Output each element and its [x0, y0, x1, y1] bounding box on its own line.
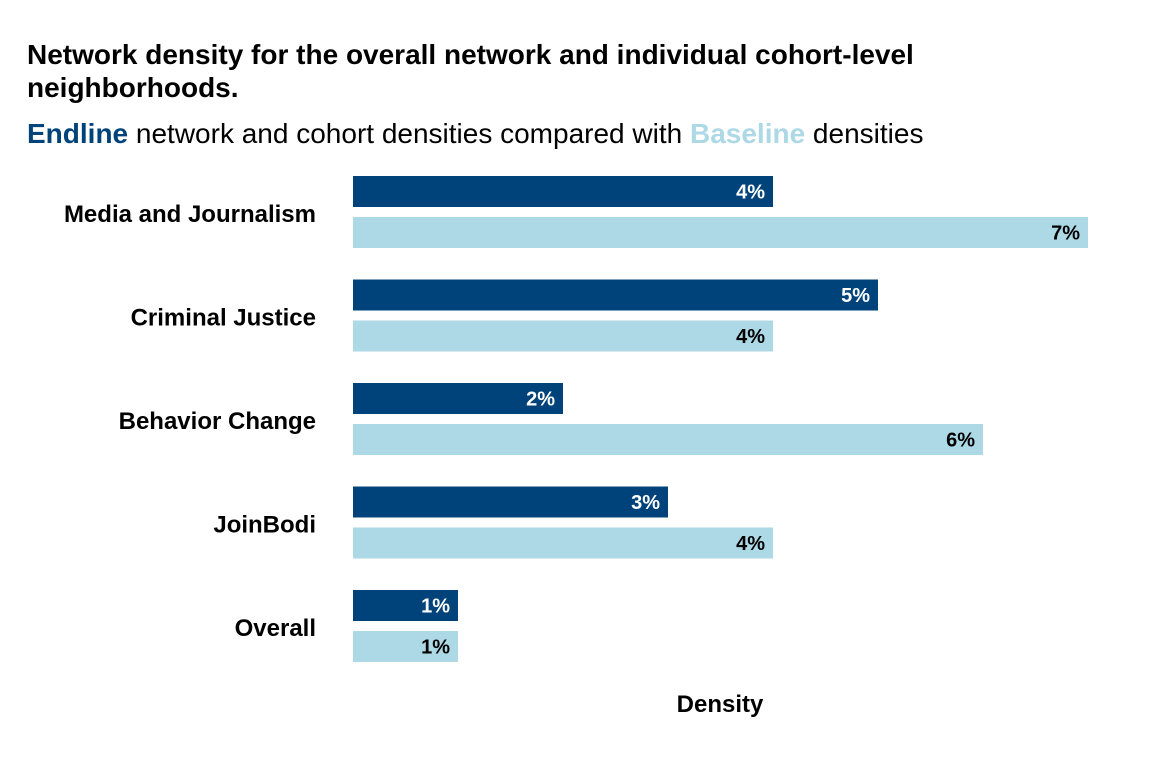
data-label-baseline-overall: 1% [421, 637, 450, 659]
bar-baseline-media-and-journalism [353, 217, 1088, 248]
category-label-joinbodi: JoinBodi [213, 512, 316, 539]
data-label-endline-media-and-journalism: 4% [736, 182, 765, 204]
bar-endline-joinbodi [353, 486, 668, 518]
bar-endline-criminal-justice [353, 279, 878, 311]
category-label-overall: Overall [235, 615, 316, 642]
data-label-endline-behavior-change: 2% [526, 389, 555, 411]
bar-baseline-behavior-change [353, 424, 983, 455]
category-label-criminal-justice: Criminal Justice [131, 305, 316, 332]
data-label-baseline-behavior-change: 6% [946, 430, 975, 452]
data-label-baseline-criminal-justice: 4% [736, 326, 765, 348]
subtitle-middle-text: network and cohort densities compared wi… [128, 118, 690, 149]
data-label-baseline-joinbodi: 4% [736, 533, 765, 555]
bar-baseline-criminal-justice [353, 320, 773, 352]
subtitle-end-text: densities [805, 118, 924, 149]
bar-endline-media-and-journalism [353, 176, 773, 207]
data-label-baseline-media-and-journalism: 7% [1051, 223, 1080, 245]
subtitle-baseline-word: Baseline [689, 118, 806, 149]
bar-baseline-overall [353, 631, 458, 662]
subtitle-endline-word: Endline [27, 118, 129, 149]
category-label-behavior-change: Behavior Change [119, 408, 316, 435]
bar-endline-overall [353, 590, 458, 621]
x-axis-label: Density [677, 691, 764, 718]
bar-endline-behavior-change [353, 383, 563, 414]
data-label-endline-overall: 1% [421, 596, 450, 618]
bar-baseline-joinbodi [353, 527, 773, 559]
data-label-endline-joinbodi: 3% [631, 492, 660, 514]
plot-area: Media and Journalism 4% 7% Criminal Justice… [64, 176, 1088, 662]
chart-subtitle: Endline network and cohort densities com… [27, 116, 1127, 152]
chart-title: Network density for the overall network … [27, 39, 914, 103]
category-label-media-and-journalism: Media and Journalism [64, 201, 316, 228]
data-label-endline-criminal-justice: 5% [841, 285, 870, 307]
